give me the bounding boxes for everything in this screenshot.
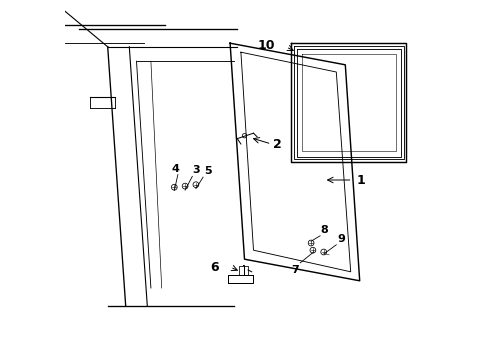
Text: 1: 1	[355, 174, 364, 186]
Text: 5: 5	[203, 166, 211, 176]
Text: 8: 8	[320, 225, 328, 235]
Text: 3: 3	[192, 165, 200, 175]
Text: 9: 9	[337, 234, 345, 244]
Text: 7: 7	[290, 265, 298, 275]
Text: 6: 6	[210, 261, 219, 274]
Text: 4: 4	[171, 163, 179, 174]
Text: 2: 2	[273, 138, 282, 151]
Text: 10: 10	[257, 39, 275, 52]
